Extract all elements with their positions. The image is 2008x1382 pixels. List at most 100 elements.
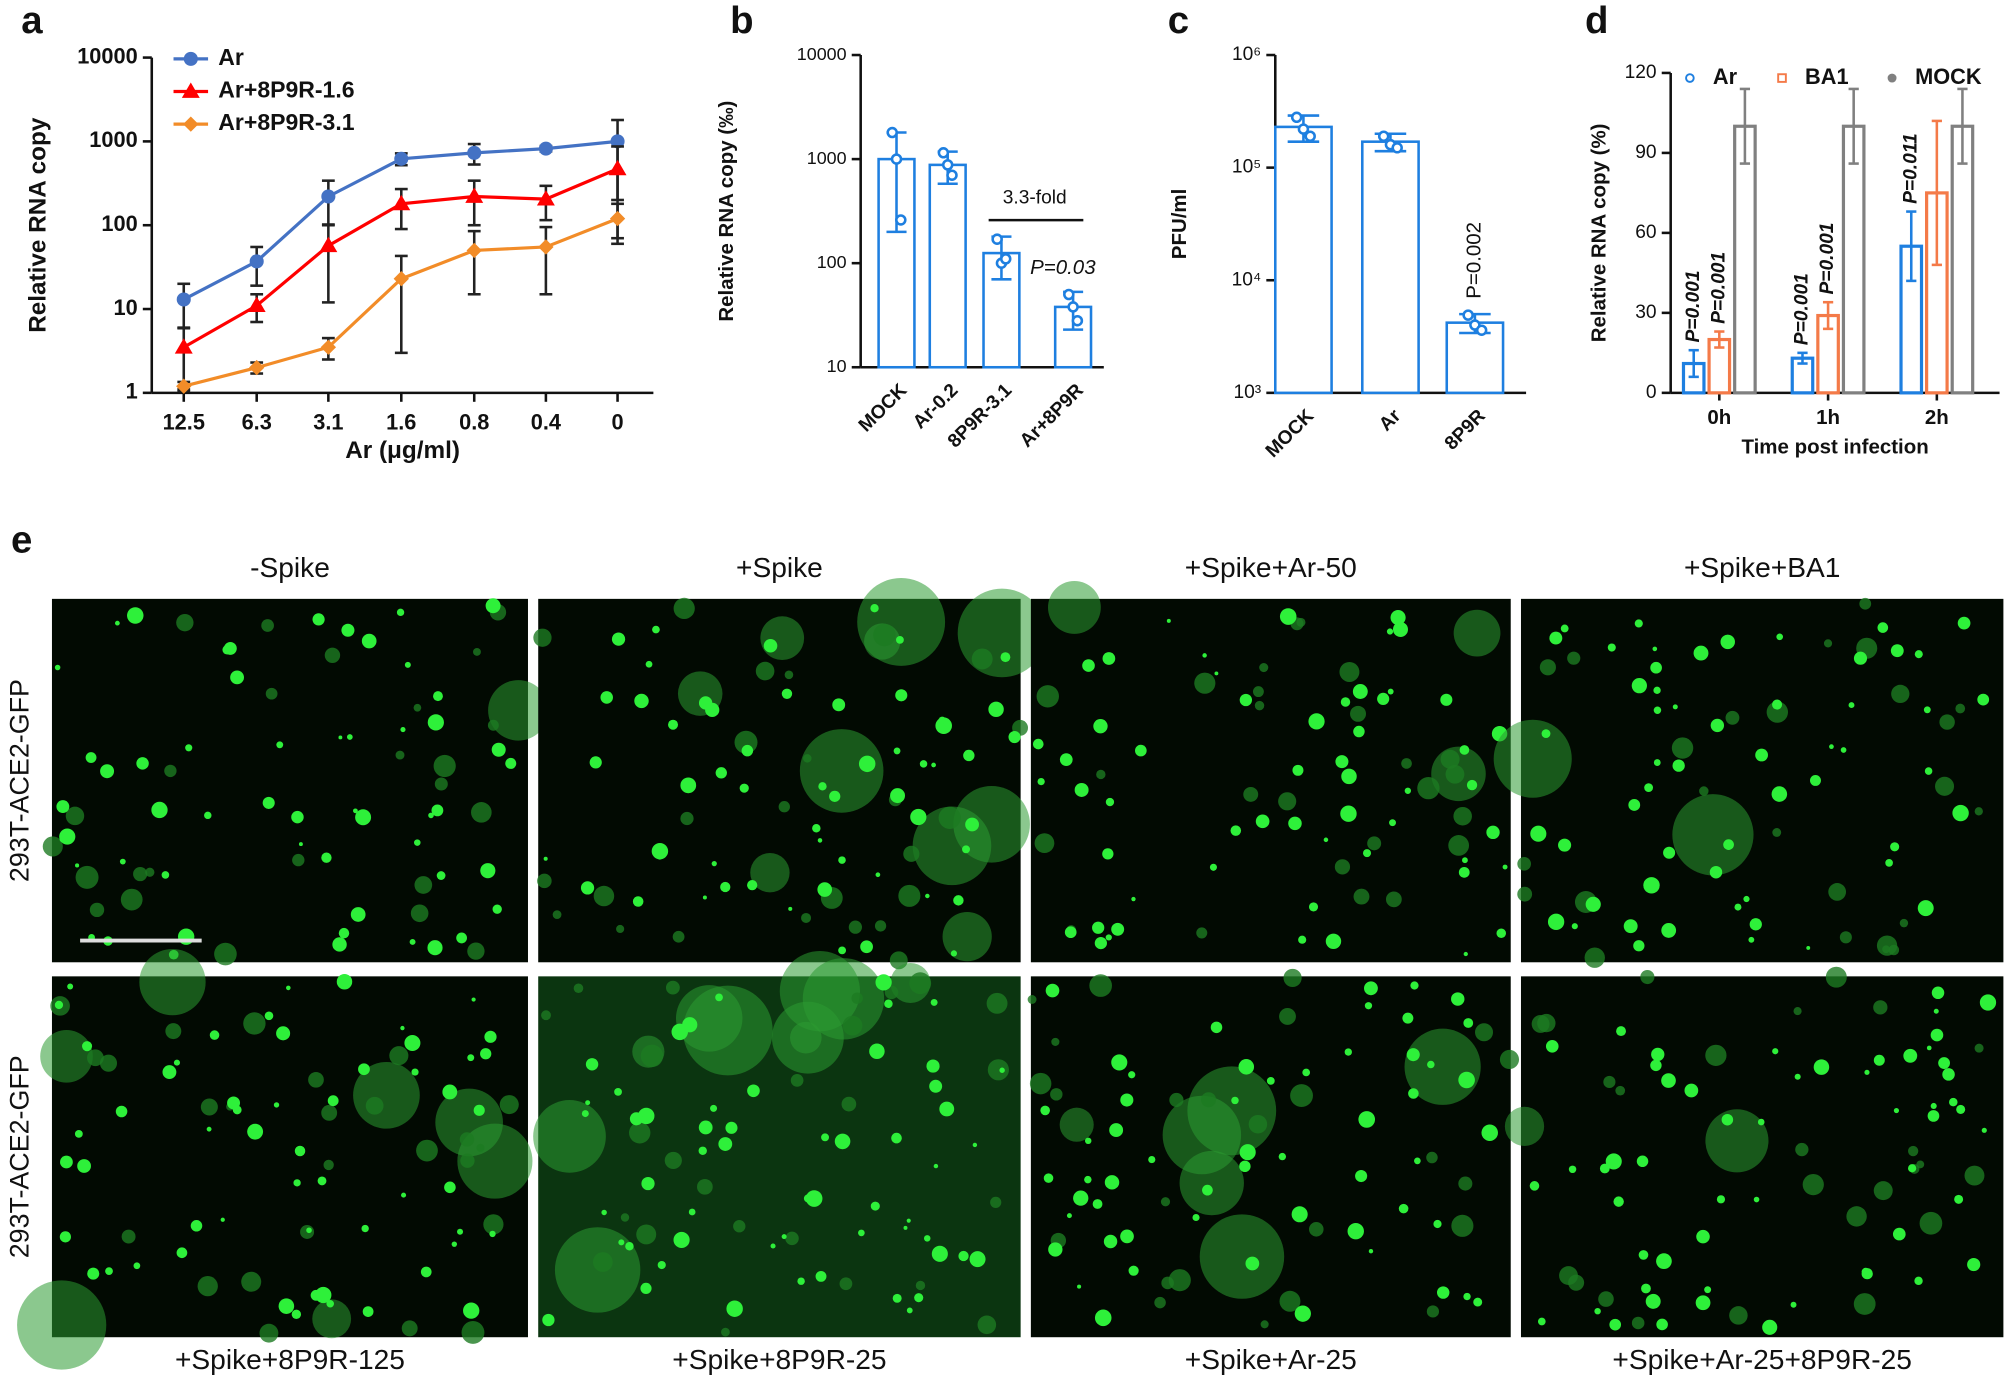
cell (893, 747, 901, 755)
y-tick-label: 1000 (89, 127, 137, 152)
cell (350, 907, 366, 922)
cell (1952, 804, 1969, 822)
x-tick-label: 1h (1816, 406, 1840, 429)
cell (1840, 747, 1847, 753)
cell (832, 698, 846, 712)
cell (1292, 764, 1304, 776)
cell (1192, 1213, 1200, 1222)
cell (1339, 662, 1360, 682)
cell (1252, 686, 1264, 698)
cell (1809, 774, 1821, 786)
cell (1634, 619, 1643, 628)
cell (1481, 1124, 1498, 1141)
y-axis-label: Relative RNA copy (25, 117, 52, 333)
cell (467, 942, 485, 960)
cell (682, 1017, 698, 1033)
cell (151, 801, 168, 819)
cell (243, 1012, 266, 1035)
point (319, 236, 338, 253)
cell (492, 904, 502, 914)
cell (87, 1267, 100, 1280)
cell (1661, 923, 1677, 938)
point (467, 145, 482, 160)
cell (473, 647, 481, 656)
cell (1308, 1221, 1324, 1237)
cell (139, 948, 206, 1016)
error-bar (539, 225, 553, 296)
cell (1541, 729, 1551, 739)
cell (750, 852, 790, 893)
error-bar (467, 179, 481, 227)
cell (1695, 1295, 1711, 1311)
y-tick-label: 100 (101, 211, 137, 236)
cell (1776, 633, 1784, 641)
cell (1202, 653, 1207, 658)
cell (1926, 1045, 1932, 1051)
cell (616, 924, 625, 934)
cell (434, 777, 448, 791)
micrograph-title: +Spike+BA1 (1684, 552, 1840, 583)
point (392, 194, 411, 211)
cell (1656, 1253, 1672, 1270)
panel-letter: c (1168, 0, 1189, 42)
cell (733, 1220, 746, 1233)
replicate-point (1304, 130, 1316, 143)
cell (1302, 1068, 1311, 1077)
cell (1949, 1097, 1958, 1107)
cell (533, 1100, 606, 1173)
cell (755, 661, 775, 681)
cell (1111, 922, 1125, 936)
cell (645, 660, 653, 668)
cell (891, 1132, 902, 1144)
cell (1463, 951, 1468, 957)
cell (1859, 597, 1872, 610)
cell (1458, 1071, 1475, 1089)
cell (805, 1190, 823, 1207)
cell (1278, 1152, 1287, 1161)
cell (1585, 896, 1601, 912)
x-tick-label: 1.6 (386, 409, 416, 434)
cell (1571, 923, 1578, 930)
cell (176, 613, 194, 632)
cell (1034, 833, 1055, 854)
cell (1408, 1088, 1419, 1099)
cell (1567, 651, 1581, 665)
cell (59, 834, 68, 843)
cell (874, 920, 887, 932)
cell (346, 734, 353, 740)
cell (1453, 806, 1472, 826)
cell (1358, 1111, 1376, 1128)
cell (1628, 799, 1641, 811)
cell (988, 701, 1004, 718)
cell (1045, 983, 1060, 998)
cell (276, 741, 284, 749)
cell (875, 974, 892, 991)
cell (963, 749, 975, 762)
cell (485, 598, 501, 614)
cell (82, 1041, 93, 1052)
cell (209, 1030, 220, 1040)
cell (801, 912, 812, 923)
cell (636, 1224, 657, 1245)
cell (1885, 859, 1893, 867)
cell (1696, 1229, 1710, 1244)
cell (781, 688, 793, 700)
cell (355, 809, 372, 826)
cell (1451, 992, 1465, 1006)
cell (161, 871, 170, 879)
cell (1873, 1000, 1888, 1015)
cell (1956, 1104, 1966, 1114)
cell (1672, 759, 1685, 772)
cell (1201, 1092, 1217, 1108)
cell (312, 613, 325, 626)
cell (1074, 782, 1089, 797)
cell (972, 1142, 978, 1148)
cell (673, 597, 695, 620)
cell (247, 1123, 264, 1140)
annotation: 3.3-fold (1003, 187, 1067, 208)
y-tick-label: 60 (1635, 222, 1656, 243)
legend-label: BA1 (1805, 64, 1849, 89)
micrograph-background (51, 598, 528, 963)
cell (56, 800, 70, 814)
cell (127, 607, 144, 624)
